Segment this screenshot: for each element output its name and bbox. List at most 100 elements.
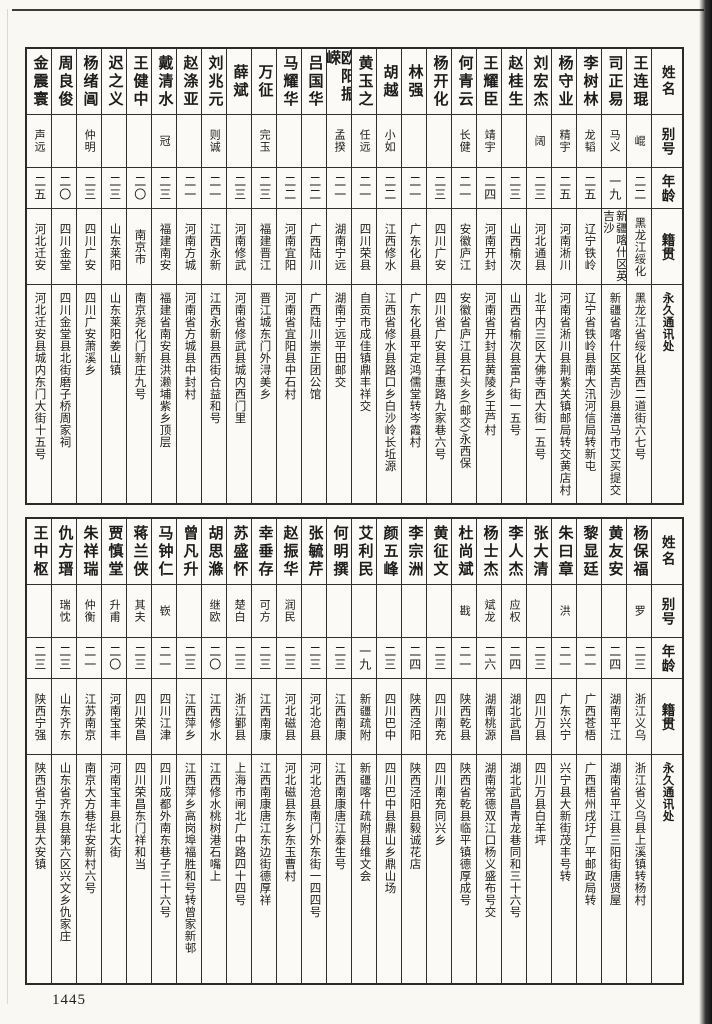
- person-age-cell: 二四: [402, 638, 426, 679]
- person-native-cell: 四川南充: [427, 679, 451, 755]
- person-name-cell: 黄玉之: [352, 49, 376, 115]
- person-address-cell: 河南省开封县黄陵乡王芦村: [483, 292, 496, 436]
- person-name-cell: 张毓芹: [302, 519, 326, 585]
- person-column: 赵涤亚 二一 河南方城 河南省方城县中封村: [176, 49, 201, 503]
- person-address-cell: 江西修水桃树港石嘴上: [208, 762, 221, 882]
- person-age-cell: 二四: [602, 638, 626, 679]
- person-name-cell: 苏盛怀: [227, 519, 251, 585]
- person-age-cell: 二三: [502, 168, 526, 209]
- person-name-cell: 万征: [252, 49, 276, 115]
- person-alias-cell: 升甫: [102, 585, 126, 638]
- person-age-cell: 二一: [452, 168, 476, 209]
- person-alias-cell: 崐: [627, 115, 651, 168]
- person-name-cell: 杨士杰: [477, 519, 501, 585]
- person-age-cell: 二一: [327, 168, 351, 209]
- person-alias-cell: [602, 585, 626, 638]
- person-native-cell: 山东莱阳: [102, 209, 126, 285]
- person-column: 金震寰 声远 二五 河北迁安 河北迁安县城内东门大街十五号: [27, 49, 51, 503]
- person-name-cell: 艾利民: [352, 519, 376, 585]
- person-column: 赵振华 润民 二三 河北磁县 河北磁县东乡东玉曹村: [276, 519, 301, 983]
- person-column: 幸垂存 可方 二三 江西南康 江西南康唐江东边街德厚祥: [251, 519, 276, 983]
- person-name-cell: 马钟仁: [152, 519, 176, 585]
- person-column: 黎显廷 二一 广西苍梧 广西梧州戌圩广平邮政局转: [576, 519, 601, 983]
- header-cell-alias: 别号: [652, 585, 682, 638]
- person-age-cell: 二三: [327, 638, 351, 679]
- person-column: 胡思滌 继欧 二〇 江西修水 江西修水桃树港石嘴上: [201, 519, 226, 983]
- person-address-cell: 河南省方城县中封村: [183, 292, 196, 400]
- person-native-cell: 安徽庐江: [452, 209, 476, 285]
- person-address-cell: 北平内三区大佛寺西大街一五号: [533, 292, 546, 460]
- person-age-cell: 二〇: [52, 168, 76, 209]
- person-name-cell: 朱曰章: [552, 519, 576, 585]
- row-header-column: 姓名 别号 年龄 籍贯 永久通讯处: [651, 519, 682, 983]
- person-alias-cell: 应权: [502, 585, 526, 638]
- person-name-cell: 王耀臣: [477, 49, 501, 115]
- person-native-cell: 四川广安: [427, 209, 451, 285]
- person-column: 赵桂生 二三 山西榆次 山西省榆次县富户街一五号: [501, 49, 526, 503]
- person-address-cell: 河南省宜阳县中石村: [283, 292, 296, 400]
- person-native-cell: 四川万县: [527, 679, 551, 755]
- person-name-cell: 刘宏杰: [527, 49, 551, 115]
- person-age-cell: 二三: [77, 168, 101, 209]
- person-column: 李人杰 应权 二四 湖北武昌 湖北武昌青龙巷同和三十六号: [501, 519, 526, 983]
- person-alias-cell: [427, 585, 451, 638]
- person-address-cell: 广西梧州戌圩广平邮政局转: [583, 762, 596, 906]
- person-column: 杨绪阊 仲明 二三 四川广安 四川广安萧溪乡: [76, 49, 101, 503]
- person-alias-cell: 嵚: [152, 585, 176, 638]
- person-alias-cell: 斌龙: [477, 585, 501, 638]
- person-column: 王连琨 崐 二二 黑龙江绥化 黑龙江省绥化县西二道街六七号: [626, 49, 651, 503]
- person-alias-cell: 可方: [252, 585, 276, 638]
- person-native-cell: 广东兴宁: [552, 679, 576, 755]
- person-address-cell: 上海市闸北广中路四十四号: [233, 762, 246, 906]
- person-age-cell: 二四: [502, 638, 526, 679]
- person-address-cell: 南京尧化门新庄九号: [133, 292, 146, 400]
- person-name-cell: 幸垂存: [252, 519, 276, 585]
- header-cell-age: 年龄: [652, 638, 682, 679]
- person-address-cell: 河南宝丰县北大街: [108, 762, 121, 858]
- person-address-cell: 河南省淅川县荆紫关镇邮局转交黄店村: [558, 292, 571, 496]
- person-age-cell: 二一: [177, 168, 201, 209]
- person-address-cell: 河南省修武县城内西门里: [233, 292, 246, 424]
- person-address-cell: 广东化县平定鸿儒堂转岑霞村: [408, 292, 421, 448]
- header-cell-age: 年龄: [652, 168, 682, 209]
- header-cell-address: 永久通讯处: [661, 762, 674, 822]
- person-address-cell: 江西南康唐江东边街德厚祥: [258, 762, 271, 906]
- person-name-cell: 胡思滌: [202, 519, 226, 585]
- person-native-cell: 江西南康: [327, 679, 351, 755]
- person-name-cell: 黄征文: [427, 519, 451, 585]
- header-cell-alias: 别号: [652, 115, 682, 168]
- person-column: 王耀臣 靖宇 二四 河南开封 河南省开封县黄陵乡王芦村: [476, 49, 501, 503]
- person-age-cell: 二一: [577, 638, 601, 679]
- person-age-cell: 二三: [527, 638, 551, 679]
- person-name-cell: 何明撰: [327, 519, 351, 585]
- person-native-cell: 四川巴中: [377, 679, 401, 755]
- person-native-cell: 河北通县: [527, 209, 551, 285]
- person-native-cell: 河南开封: [477, 209, 501, 285]
- person-age-cell: 二三: [252, 638, 276, 679]
- person-name-cell: 司正易: [602, 49, 626, 115]
- person-native-cell: 湖南桃源: [477, 679, 501, 755]
- person-alias-cell: 洪: [552, 585, 576, 638]
- person-native-cell: 河南淅川: [552, 209, 576, 285]
- person-alias-cell: 龙韬: [577, 115, 601, 168]
- person-name-cell: 黎显廷: [577, 519, 601, 585]
- person-column: 李树林 龙韬 二五 辽宁铁岭 辽宁省铁岭县南大汛河信局转新屯: [576, 49, 601, 503]
- person-native-cell: 山西榆次: [502, 209, 526, 285]
- person-name-cell: 金震寰: [27, 49, 51, 115]
- person-name-cell: 赵涤亚: [177, 49, 201, 115]
- person-address-cell: 江西萍乡高岗埠福胜和号转曾家新邨: [183, 762, 196, 954]
- person-alias-cell: 仲衡: [77, 585, 101, 638]
- header-cell-name: 姓名: [652, 519, 682, 585]
- person-age-cell: 一九: [602, 168, 626, 209]
- person-address-cell: 山东莱阳姜山镇: [108, 292, 121, 376]
- person-native-cell: 四川广安: [77, 209, 101, 285]
- person-address-cell: 辽宁省铁岭县南大汛河信局转新屯: [583, 292, 596, 472]
- person-name-cell: 张大清: [527, 519, 551, 585]
- person-native-cell: 广西苍梧: [577, 679, 601, 755]
- person-alias-cell: [502, 115, 526, 168]
- person-age-cell: 二三: [252, 168, 276, 209]
- person-native-cell: 陕西泾阳: [402, 679, 426, 755]
- person-column: 司正易 马义 一九 新疆喀什区英吉沙 新疆省喀什区英吉沙县潽马市艾买提交: [601, 49, 626, 503]
- person-age-cell: 二二: [627, 168, 651, 209]
- person-age-cell: 二三: [527, 168, 551, 209]
